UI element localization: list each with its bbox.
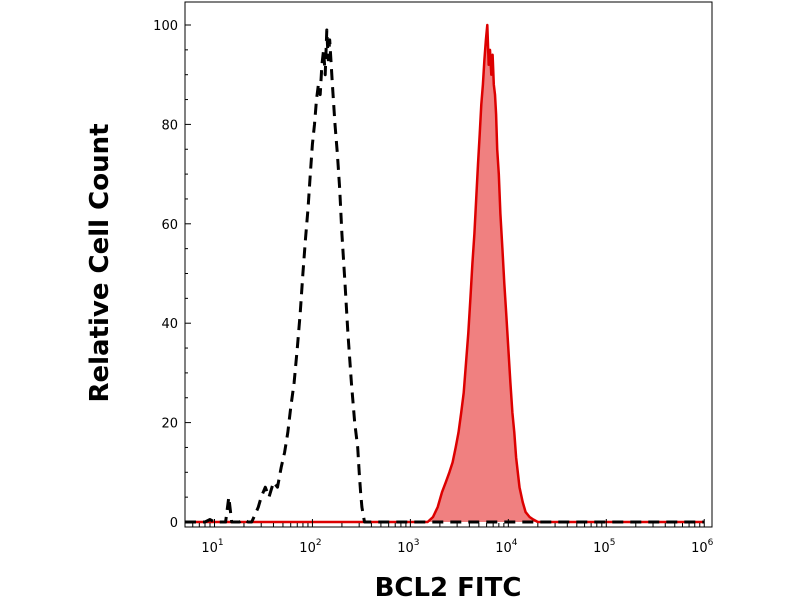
series-line-dashed [185, 28, 705, 524]
plot-frame [184, 1, 713, 528]
y-tick-label: 80 [161, 118, 178, 133]
y-tick-label: 40 [161, 317, 178, 332]
x-tick-label: 106 [691, 538, 714, 556]
y-tick-label: 0 [170, 516, 178, 531]
y-axis-title: Relative Cell Count [85, 123, 115, 402]
x-axis-title: BCL2 FITC [375, 573, 522, 600]
x-tick-label: 105 [593, 538, 615, 556]
y-tick-label: 100 [153, 19, 178, 34]
y-tick-label: 60 [161, 218, 178, 233]
x-tick-label: 103 [397, 538, 419, 556]
x-tick-label: 101 [201, 538, 223, 556]
x-tick-label: 102 [299, 538, 321, 556]
series-layer [185, 23, 705, 524]
y-tick-label: 20 [161, 417, 178, 432]
x-tick-label: 104 [495, 538, 518, 556]
series-line-solid [185, 23, 705, 524]
ticks-layer: 0 20 40 60 80 100 101 102 103 104 105 106 [153, 19, 713, 556]
series-fill-solid [185, 25, 705, 522]
plot-border [184, 1, 713, 528]
